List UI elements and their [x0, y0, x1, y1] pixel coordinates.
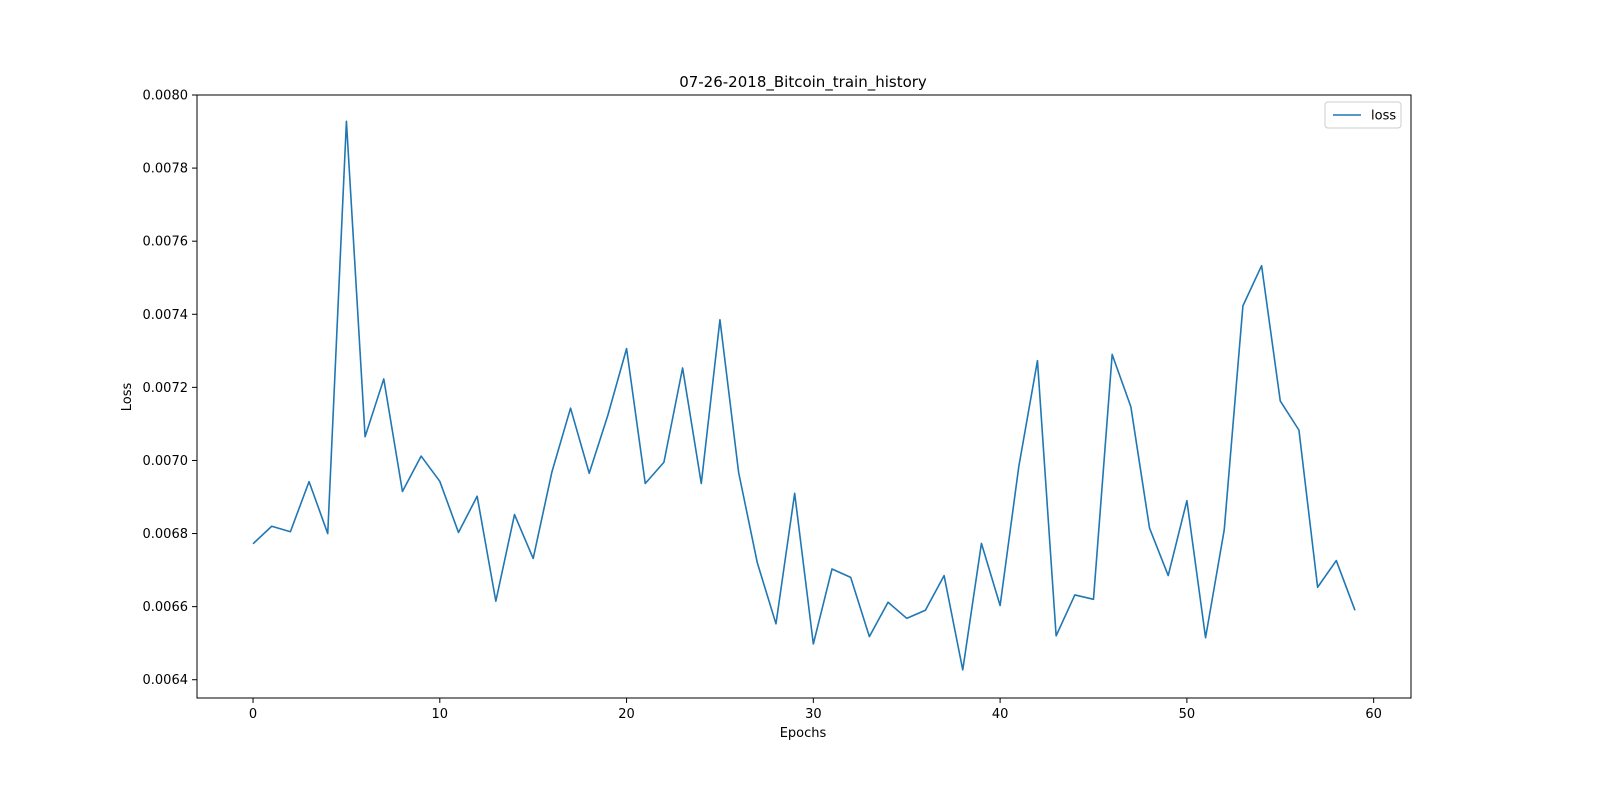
y-axis-label: Loss — [120, 383, 135, 412]
y-tick-label: 0.0072 — [143, 381, 189, 396]
y-tick-label: 0.0064 — [143, 673, 189, 688]
y-tick-label: 0.0076 — [143, 235, 189, 250]
x-axis-label: Epochs — [780, 726, 827, 741]
y-tick-label: 0.0074 — [143, 308, 189, 323]
axes-frame — [196, 94, 1412, 699]
x-tick-label: 30 — [805, 707, 822, 722]
legend-label-loss: loss — [1371, 109, 1396, 124]
x-tick-label: 60 — [1365, 707, 1382, 722]
y-tick-label: 0.0068 — [143, 527, 189, 542]
y-tick-label: 0.0066 — [143, 600, 189, 615]
x-tick-label: 10 — [432, 707, 449, 722]
x-tick-label: 0 — [249, 707, 257, 722]
x-tick-label: 20 — [618, 707, 635, 722]
y-tick-label: 0.0080 — [143, 89, 189, 104]
chart-title: 07-26-2018_Bitcoin_train_history — [679, 73, 927, 92]
x-tick-label: 50 — [1179, 707, 1196, 722]
y-tick-label: 0.0078 — [143, 162, 189, 177]
y-tick-label: 0.0070 — [143, 454, 189, 469]
plot-area: 0 10 20 30 40 50 60 0.0064 0.0066 0.0068 0.0070 0.0… — [143, 89, 1412, 722]
legend: loss — [1324, 101, 1402, 129]
x-tick-label: 40 — [992, 707, 1009, 722]
series-line-loss — [252, 120, 1356, 671]
legend-box — [1324, 101, 1402, 129]
